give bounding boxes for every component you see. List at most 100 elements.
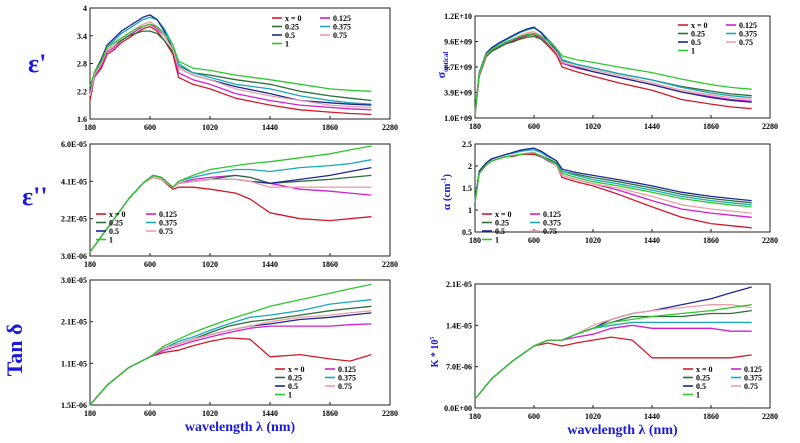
legend-entry: 0.375 <box>159 219 177 228</box>
legend-entry: 0.375 <box>744 374 762 383</box>
x-tick-label: 1440 <box>262 123 278 132</box>
series-line-1 <box>474 304 752 400</box>
series-line-0375 <box>89 159 372 253</box>
y-tick-label: 3.4 <box>77 32 87 41</box>
legend-entry: 0.375 <box>338 374 356 383</box>
legend-entry: x = 0 <box>285 14 302 23</box>
legend-entry: 0.25 <box>288 374 302 383</box>
series-line-075 <box>89 176 372 253</box>
plot-frame <box>474 283 771 409</box>
y-tick-label: 4 <box>83 4 87 13</box>
legend-entry: 0.125 <box>744 365 762 374</box>
x-tick-label: 1020 <box>202 260 218 269</box>
x-tick-label: 2280 <box>762 236 778 245</box>
y-tick-label: 1 <box>468 206 472 215</box>
legend-entry: x = 0 <box>495 210 512 219</box>
legend: x = 0 0.125 0.25 0.375 0.5 0.75 1 <box>96 210 177 245</box>
x-tick-label: 600 <box>528 122 540 131</box>
series-line-x0 <box>89 337 372 406</box>
y-tick-label: 1.0E+09 <box>444 114 472 123</box>
legend-entry: 0.5 <box>285 31 295 40</box>
x-tick-label: 1860 <box>703 412 719 421</box>
series-line-025 <box>474 152 752 204</box>
series-line-0375 <box>474 27 752 115</box>
legend-entry: 0.25 <box>691 30 705 39</box>
series-line-05 <box>89 14 372 106</box>
legend-entry: 0.75 <box>338 382 352 391</box>
y-axis-label-main: α (cm <box>441 183 453 210</box>
x-tick-label: 2280 <box>762 412 778 421</box>
legend-entry: 1 <box>109 236 113 245</box>
y-axis-label: σoptical <box>434 52 450 79</box>
legend-entry: 0.5 <box>495 227 505 236</box>
x-tick-label: 1020 <box>202 409 218 418</box>
series-line-0125 <box>474 324 752 400</box>
legend-entry: 0.125 <box>543 210 561 219</box>
series-line-05 <box>474 147 752 202</box>
x-tick-label: 2280 <box>382 409 398 418</box>
y-axis-label-main: σ <box>434 71 448 78</box>
series-line-075 <box>474 304 752 400</box>
legend-entry: 0.25 <box>495 219 509 228</box>
x-tick-label: 600 <box>144 260 156 269</box>
legend-entry: 0.375 <box>333 23 351 32</box>
y-axis-label: Tan δ <box>2 324 27 377</box>
series-line-x0 <box>89 25 372 116</box>
y-axis-label-sub: optical <box>442 52 450 72</box>
series-line-x0 <box>89 176 372 253</box>
legend-entry: 0.125 <box>739 21 757 30</box>
y-tick-label: 7.0E-06 <box>446 363 472 372</box>
legend-entry: x = 0 <box>109 210 126 219</box>
chart-panel-6: 180 600 1020 1440 1860 2280 0.0E+00 7.0E-06 1.4E… <box>430 280 778 438</box>
x-tick-label: 180 <box>84 409 96 418</box>
legend-entry: 1 <box>288 391 292 400</box>
series-line-1 <box>474 32 752 115</box>
x-tick-label: 1440 <box>644 236 660 245</box>
series-line-1 <box>89 145 372 253</box>
series-line-05 <box>89 166 372 253</box>
chart-panel-1: 180 600 1020 1440 1860 2280 1.6 2.2 2.8 3.4 4 ε' x =… <box>28 4 398 132</box>
series-line-025 <box>89 30 372 102</box>
plot-frame <box>89 143 391 257</box>
y-tick-label: 2.1E-05 <box>446 280 472 289</box>
x-tick-label: 2280 <box>382 123 398 132</box>
x-tick-label: 180 <box>469 412 481 421</box>
y-tick-label: 6.0E-05 <box>61 140 87 149</box>
x-axis-label: wavelength λ (nm) <box>567 423 678 438</box>
legend-entry: 0.125 <box>338 365 356 374</box>
legend-entry: 0.25 <box>696 374 710 383</box>
y-tick-label: 1.4E-05 <box>446 321 472 330</box>
series-line-05 <box>474 286 752 400</box>
x-axis-label: wavelength λ (nm) <box>185 420 296 435</box>
x-tick-label: 1020 <box>202 123 218 132</box>
legend-entry: 0.375 <box>543 219 561 228</box>
legend-entry: x = 0 <box>691 21 708 30</box>
legend-entry: 0.5 <box>696 382 706 391</box>
x-tick-label: 1440 <box>262 409 278 418</box>
y-tick-label: 3.0E-06 <box>61 252 87 261</box>
plot-frame <box>474 143 771 233</box>
legend: x = 0 0.125 0.25 0.375 0.5 0.75 1 <box>275 365 356 400</box>
x-tick-label: 1860 <box>703 122 719 131</box>
series-line-025 <box>89 305 372 406</box>
series-line-025 <box>474 309 752 400</box>
x-tick-label: 1860 <box>703 236 719 245</box>
y-tick-label: 1.5 <box>462 184 472 193</box>
y-axis-label: ε' <box>28 49 46 78</box>
plot-frame <box>89 279 391 406</box>
y-tick-label: 0.5 <box>462 228 472 237</box>
x-tick-label: 1440 <box>644 122 660 131</box>
y-axis-label-sup: 5 <box>430 337 436 340</box>
y-tick-label: 2.8 <box>77 60 87 69</box>
x-tick-label: 180 <box>469 236 481 245</box>
legend: x = 0 0.125 0.25 0.375 0.5 0.75 1 <box>678 21 757 56</box>
legend-entry: 0.5 <box>109 227 119 236</box>
y-axis-label: α (cm-1) <box>440 174 453 210</box>
legend-entry: 0.75 <box>333 31 347 40</box>
chart-panel-3: 180 600 1020 1440 1860 2280 3.0E-06 2.2E-05 4.1E… <box>22 140 398 269</box>
chart-panel-2: 180 600 1020 1440 1860 2280 1.0E+09 3.9E+09 6.7E… <box>434 12 778 131</box>
x-tick-label: 2280 <box>762 122 778 131</box>
y-tick-label: 2.5 <box>462 140 472 149</box>
